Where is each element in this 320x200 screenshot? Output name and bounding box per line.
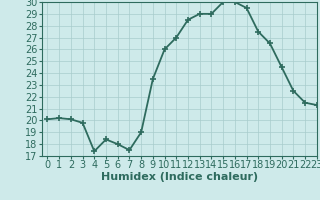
X-axis label: Humidex (Indice chaleur): Humidex (Indice chaleur) xyxy=(100,172,258,182)
